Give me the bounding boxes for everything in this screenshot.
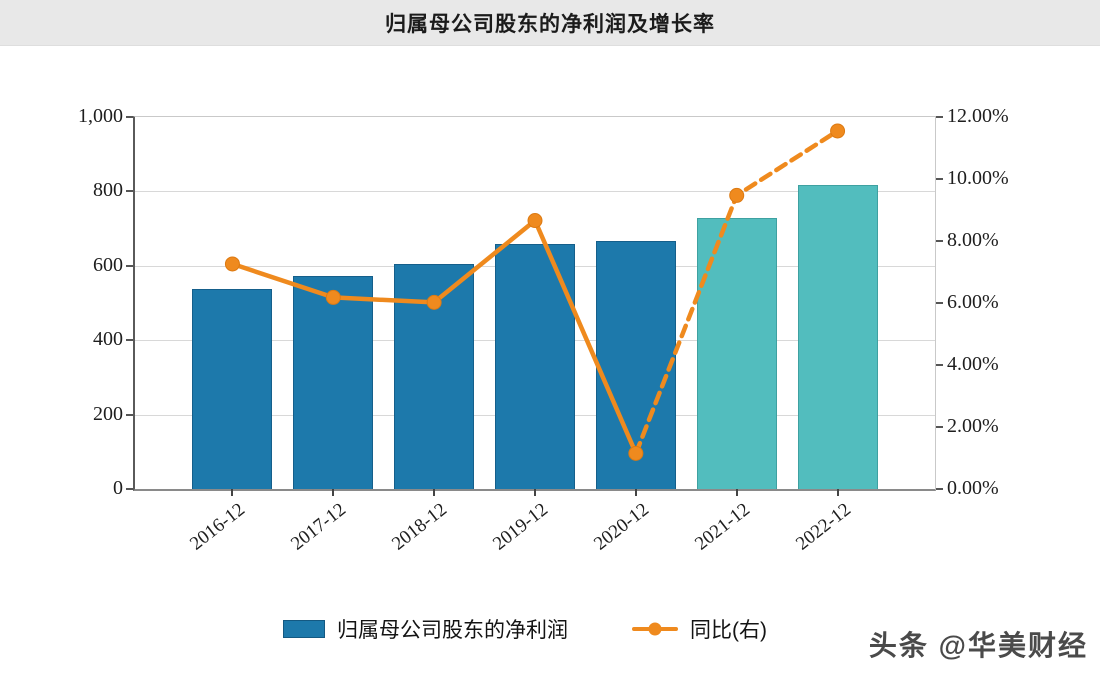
- line-point-2018-12: [426, 294, 442, 310]
- gridline: [135, 191, 935, 193]
- line-dot-icon: [632, 622, 678, 636]
- left-axis-label: 800: [93, 179, 123, 202]
- x-axis-tick: [836, 489, 839, 496]
- yoy-line-forecast: [633, 128, 840, 456]
- x-axis-label: 2018-12: [388, 499, 452, 555]
- bar-2016-12: [192, 288, 273, 489]
- right-axis-tick: [936, 178, 943, 180]
- right-axis-tick: [936, 240, 943, 242]
- x-axis-tick: [634, 489, 637, 496]
- x-axis-tick: [332, 489, 335, 496]
- line-point-2021-12: [729, 187, 745, 203]
- x-axis-label: 2021-12: [690, 499, 754, 555]
- right-axis-label: 12.00%: [947, 105, 1009, 127]
- x-axis-label: 2020-12: [589, 499, 653, 555]
- left-axis-tick: [126, 116, 133, 118]
- x-axis-label: 2019-12: [489, 499, 552, 555]
- chart-title-bar: 归属母公司股东的净利润及增长率: [0, 0, 1100, 46]
- bar-swatch-icon: [283, 620, 325, 638]
- x-axis-tick: [735, 489, 738, 496]
- line-point-2020-12: [628, 445, 644, 461]
- right-axis-tick: [936, 364, 943, 366]
- left-axis-label: 0: [113, 477, 123, 499]
- right-axis-tick: [936, 116, 943, 118]
- right-axis-label: 6.00%: [947, 291, 999, 313]
- chart-title: 归属母公司股东的净利润及增长率: [385, 12, 715, 36]
- left-axis-tick: [126, 339, 133, 342]
- left-axis-label: 1,000: [78, 105, 123, 127]
- left-axis-label: 200: [93, 402, 123, 425]
- x-axis-label: 2022-12: [791, 499, 855, 555]
- left-axis-tick: [126, 413, 133, 416]
- right-axis-tick: [936, 426, 943, 428]
- bar-2018-12: [394, 263, 475, 489]
- left-axis-tick: [126, 488, 133, 490]
- line-point-2017-12: [325, 289, 341, 305]
- right-axis-label: 8.00%: [947, 229, 999, 251]
- legend-label-net-profit: 归属母公司股东的净利润: [337, 619, 568, 642]
- right-axis-label: 10.00%: [947, 167, 1009, 189]
- bar-2017-12: [293, 276, 374, 489]
- plot-area: 0 200 400 600 800 1,000 0.00% 2.00% 4.00% 6.00% 8.…: [78, 105, 1009, 555]
- yoy-line: [230, 218, 639, 456]
- right-axis-label: 4.00%: [947, 353, 999, 375]
- legend-item-yoy: 同比(右): [632, 614, 767, 644]
- x-axis-label: 2016-12: [186, 499, 250, 555]
- right-axis-tick: [936, 488, 943, 490]
- watermark: 头条 @华美财经: [868, 630, 1088, 661]
- left-axis-label: 600: [93, 253, 123, 276]
- x-axis-tick: [534, 489, 536, 496]
- line-point-2022-12: [830, 123, 846, 139]
- legend-item-net-profit: 归属母公司股东的净利润: [283, 614, 568, 644]
- legend: 归属母公司股东的净利润 同比(右): [0, 614, 1050, 644]
- bar-2022-12: [797, 185, 878, 489]
- right-axis-label: 0.00%: [947, 477, 999, 499]
- line-point-2016-12: [224, 256, 240, 272]
- left-axis-label: 400: [93, 328, 123, 351]
- legend-label-yoy: 同比(右): [690, 619, 767, 642]
- right-axis-label: 2.00%: [947, 415, 999, 437]
- right-axis-tick: [936, 302, 943, 304]
- x-axis-tick: [231, 489, 234, 496]
- left-axis-tick: [126, 264, 133, 267]
- x-axis-label: 2017-12: [287, 499, 351, 555]
- x-axis-tick: [433, 489, 436, 496]
- left-axis-tick: [126, 190, 133, 193]
- growth-line-chart: [224, 123, 846, 461]
- line-point-2019-12: [527, 213, 543, 229]
